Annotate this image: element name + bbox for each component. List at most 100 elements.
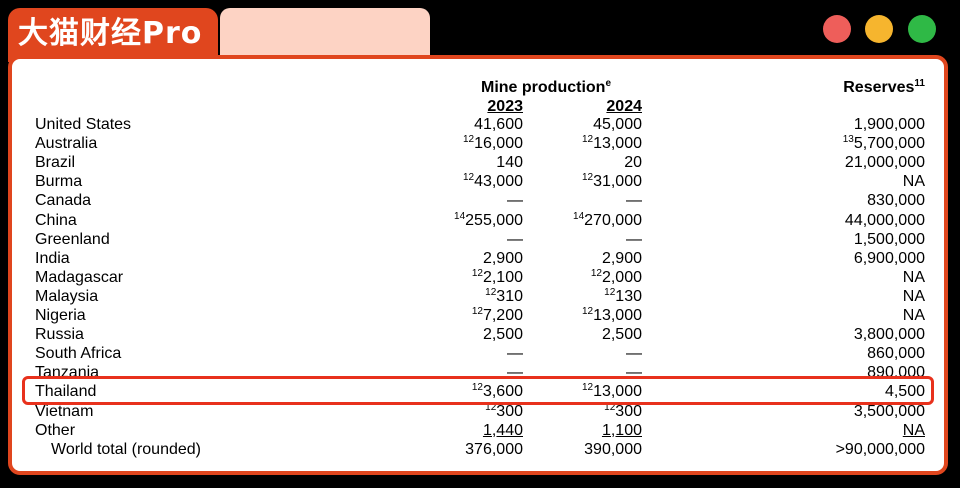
note-marker: 12 <box>604 286 616 298</box>
row-2023: 1,440 <box>420 421 523 440</box>
row-country: Vietnam <box>35 402 93 421</box>
row-reserves: 860,000 <box>740 344 925 363</box>
value-2024: — <box>626 345 642 363</box>
row-2023: 122,100 <box>420 268 523 287</box>
row-2024: 1,100 <box>540 421 642 440</box>
row-country: Greenland <box>35 230 110 249</box>
row-2023: — <box>420 230 523 249</box>
reserves-value: 3,800,000 <box>853 326 925 344</box>
reserves-value: 1,900,000 <box>853 116 925 133</box>
row-2024: 12130 <box>540 287 642 306</box>
value-2023: 2,500 <box>482 326 523 344</box>
mine-production-header-note: e <box>605 78 611 89</box>
reserves-value: 860,000 <box>867 345 925 363</box>
reserves-value: 4,500 <box>884 383 925 401</box>
row-2024: — <box>540 230 642 249</box>
reserves-value: 21,000,000 <box>844 154 925 172</box>
row-country: Madagascar <box>35 268 123 287</box>
note-marker: 14 <box>573 210 585 222</box>
value-2024: 31,000 <box>593 173 642 191</box>
note-marker: 12 <box>581 134 594 146</box>
value-2023: 300 <box>496 402 523 420</box>
row-reserves: 135,700,000 <box>740 134 925 153</box>
row-2023: — <box>420 191 523 210</box>
row-reserves: 3,500,000 <box>740 402 925 421</box>
value-2024: 130 <box>615 287 642 305</box>
row-country: Brazil <box>35 153 75 172</box>
close-window-button[interactable] <box>823 15 851 43</box>
row-2023: 123,600 <box>420 382 523 401</box>
note-marker: 12 <box>590 267 602 279</box>
note-marker: 12 <box>581 306 594 317</box>
row-2024: 45,000 <box>540 115 642 134</box>
row-reserves: NA <box>740 287 925 306</box>
row-country: Burma <box>35 172 82 191</box>
maximize-window-button[interactable] <box>908 15 936 43</box>
brand-tab <box>8 8 218 62</box>
note-marker: 12 <box>462 134 475 146</box>
row-country: United States <box>35 115 131 134</box>
value-2023: 7,200 <box>482 307 523 324</box>
reserves-header-text: Reserves <box>843 79 915 96</box>
country-name: Canada <box>35 192 92 210</box>
value-2024: 2,500 <box>601 326 642 344</box>
row-2023: — <box>420 344 523 363</box>
reserves-value: 3,500,000 <box>853 402 925 420</box>
row-2024: 2,900 <box>540 249 642 268</box>
value-2024: 390,000 <box>584 440 642 458</box>
country-name: Malaysia <box>35 287 99 305</box>
row-2023: 2,500 <box>420 325 523 344</box>
row-reserves: NA <box>740 421 925 440</box>
row-reserves: >90,000,000 <box>740 440 925 459</box>
country-name: Thailand <box>35 383 97 401</box>
value-2024: 20 <box>624 154 642 172</box>
value-2024: — <box>626 192 642 210</box>
value-2023: 41,600 <box>474 116 523 133</box>
row-2023: 14255,000 <box>420 211 523 230</box>
row-2024: 1213,000 <box>540 306 642 325</box>
row-reserves: NA <box>740 306 925 325</box>
row-country: Thailand <box>35 382 96 401</box>
row-2024: — <box>540 191 642 210</box>
note-marker: 12 <box>581 172 594 184</box>
reserves-value: 6,900,000 <box>853 249 925 267</box>
thailand-highlight-box <box>22 376 934 405</box>
value-2023: 140 <box>496 154 523 172</box>
reserves-value: NA <box>902 268 925 286</box>
year-2023-header: 2023 <box>487 98 523 115</box>
row-2024: 1213,000 <box>540 134 642 153</box>
row-country: Canada <box>35 191 91 210</box>
value-2023: 2,100 <box>482 268 523 286</box>
note-marker: 12 <box>471 306 483 317</box>
row-country: Other <box>35 421 75 440</box>
value-2024: 2,000 <box>601 268 642 286</box>
secondary-tab[interactable] <box>220 8 430 60</box>
country-name: Madagascar <box>35 268 124 286</box>
value-2023: 376,000 <box>465 440 523 458</box>
note-marker: 12 <box>471 267 483 279</box>
reserves-value: 830,000 <box>867 192 925 210</box>
row-country: Australia <box>35 134 97 153</box>
country-name: India <box>35 249 70 267</box>
document-panel <box>8 55 948 475</box>
row-2023: 2,900 <box>420 249 523 268</box>
row-2024: 1213,000 <box>540 382 642 401</box>
note-marker: 12 <box>581 382 594 394</box>
row-reserves: 6,900,000 <box>740 249 925 268</box>
row-reserves: 4,500 <box>740 382 925 401</box>
note-marker: 12 <box>485 286 497 298</box>
country-name: United States <box>35 116 132 133</box>
minimize-window-button[interactable] <box>865 15 893 43</box>
row-2024: 2,500 <box>540 325 642 344</box>
value-2024: 1,100 <box>601 421 642 439</box>
reserves-header-note: 11 <box>914 78 925 89</box>
reserves-header: Reserves11 <box>760 78 925 97</box>
value-2023: 2,900 <box>482 249 523 267</box>
reserves-value: 5,700,000 <box>853 135 925 153</box>
row-2024: 14270,000 <box>540 211 642 230</box>
note-marker: 14 <box>454 210 466 222</box>
value-2023: 16,000 <box>474 135 523 153</box>
row-reserves: 1,500,000 <box>740 230 925 249</box>
row-2023: 376,000 <box>420 440 523 459</box>
row-reserves: NA <box>740 172 925 191</box>
